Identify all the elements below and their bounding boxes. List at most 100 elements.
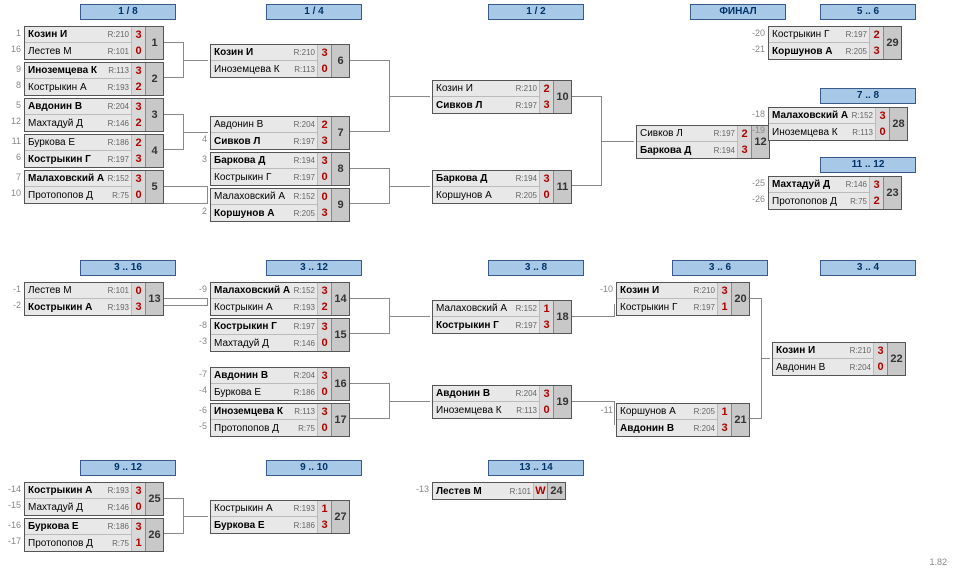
seed-number: -10 [597,284,613,294]
player-name: Лестев М [25,285,105,296]
player-name: Козин И [25,29,105,40]
player-row: Малаховский АR:1523 [211,283,331,299]
player-row: Малаховский АR:1523 [25,171,145,187]
player-score: 3 [539,97,553,113]
match: -20-21Кострыкин ГR:1972Коршунов АR:20532… [768,26,902,60]
player-score: 3 [869,177,883,193]
player-rating: R:146 [843,180,869,189]
player-rating: R:193 [105,303,131,312]
player-score: 1 [539,301,553,317]
match: Малаховский АR:1521Кострыкин ГR:197318 [432,300,572,334]
player-rating: R:186 [291,388,317,397]
player-name: Коршунов А [617,406,691,417]
player-name: Лестев М [433,486,507,497]
player-rating: R:113 [291,407,317,416]
player-score: 0 [539,187,553,203]
player-score: 0 [131,187,145,203]
player-name: Буркова Е [25,521,105,532]
match-number: 2 [145,63,163,95]
bracket-header: 9 .. 12 [80,460,176,476]
player-score: 3 [131,63,145,79]
player-row: Кострыкин АR:1931 [211,501,331,517]
player-rating: R:204 [291,120,317,129]
bracket-connector [572,96,602,186]
player-rating: R:194 [711,146,737,155]
player-score: 0 [317,335,331,351]
match: 116Козин ИR:2103Лестев МR:10101 [24,26,164,60]
bracket-connector [614,304,615,317]
player-row: Махтадуй ДR:1463 [769,177,883,193]
player-name: Авдонин В [25,101,105,112]
seed-number: 1 [5,28,21,38]
player-name: Буркова Е [25,137,105,148]
player-row: Кострыкин ГR:1971 [617,299,731,315]
bracket-header: 11 .. 12 [820,157,916,173]
player-rating: R:210 [513,84,539,93]
player-score: 3 [131,299,145,315]
match-number: 28 [889,108,907,140]
match-number: 13 [145,283,163,315]
player-score: 3 [317,45,331,61]
player-row: Коршунов АR:2053 [211,205,331,221]
player-row: Буркова ЕR:1863 [25,519,145,535]
player-row: Авдонин ВR:2043 [617,420,731,436]
player-rating: R:204 [291,371,317,380]
player-name: Кострыкин Г [769,29,843,40]
player-row: Козин ИR:2103 [25,27,145,43]
player-score: 0 [317,420,331,436]
seed-number: -17 [5,536,21,546]
player-row: Иноземцева КR:1133 [211,404,331,420]
player-name: Авдонин В [617,423,691,434]
match: 98Иноземцева КR:1133Кострыкин АR:19322 [24,62,164,96]
player-rating: R:210 [291,48,317,57]
player-score: 0 [873,359,887,375]
player-score: 1 [131,535,145,551]
bracket-connector [572,401,614,402]
seed-number: -25 [749,178,765,188]
player-name: Сивков Л [211,136,291,147]
match: -25-26Махтадуй ДR:1463Протопопов ДR:7522… [768,176,902,210]
player-name: Иноземцева К [769,127,849,138]
bracket-header: 3 .. 4 [820,260,916,276]
player-name: Сивков Л [433,100,513,111]
player-name: Протопопов Д [769,196,843,207]
player-row: Махтадуй ДR:1460 [25,499,145,515]
match: -13Лестев МR:101W24 [432,482,566,500]
player-row: Коршунов АR:2053 [769,43,883,59]
player-rating: R:197 [843,30,869,39]
bracket-connector [572,316,614,317]
bracket-connector [390,96,430,97]
player-row: Кострыкин ГR:1973 [433,317,553,333]
player-name: Кострыкин Г [617,302,691,313]
player-rating: R:75 [105,539,131,548]
player-name: Авдонин В [211,119,291,130]
bracket-header: 1 / 8 [80,4,176,20]
player-row: Сивков ЛR:1972 [637,126,751,142]
player-score: 1 [317,501,331,517]
player-score: 1 [717,404,731,420]
player-row: Махтадуй ДR:1462 [25,115,145,131]
player-rating: R:113 [291,65,317,74]
match: -16-17Буркова ЕR:1863Протопопов ДR:75126 [24,518,164,552]
match-number: 3 [145,99,163,131]
player-name: Иноземцева К [211,64,291,75]
player-rating: R:194 [291,156,317,165]
player-score: 3 [873,343,887,359]
seed-number: -11 [597,405,613,415]
bracket-header: 1 / 2 [488,4,584,20]
player-rating: R:101 [105,47,131,56]
player-name: Коршунов А [433,190,513,201]
player-rating: R:193 [105,486,131,495]
seed-number: -19 [749,125,765,135]
player-rating: R:197 [513,101,539,110]
seed-number: -26 [749,194,765,204]
player-rating: R:197 [291,322,317,331]
match: -9Малаховский АR:1523Кострыкин АR:193214 [210,282,350,316]
player-name: Авдонин В [773,362,847,373]
player-name: Коршунов А [211,208,291,219]
bracket-connector [390,401,430,402]
player-row: Иноземцева КR:1130 [769,124,889,140]
player-score: 3 [317,368,331,384]
seed-number: 16 [5,44,21,54]
player-score: 3 [131,151,145,167]
